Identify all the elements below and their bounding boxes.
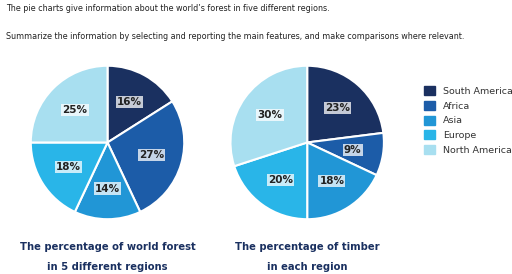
Wedge shape	[75, 142, 140, 219]
Wedge shape	[230, 66, 307, 166]
Wedge shape	[108, 66, 173, 142]
Text: in 5 different regions: in 5 different regions	[47, 262, 168, 272]
Wedge shape	[307, 142, 377, 219]
Wedge shape	[307, 133, 384, 175]
Text: 16%: 16%	[117, 97, 142, 107]
Text: The pie charts give information about the world’s forest in five different regio: The pie charts give information about th…	[6, 4, 330, 13]
Text: 23%: 23%	[325, 103, 350, 113]
Wedge shape	[108, 101, 184, 212]
Text: 27%: 27%	[139, 150, 164, 160]
Legend: South America, Africa, Asia, Europe, North America: South America, Africa, Asia, Europe, Nor…	[422, 84, 512, 157]
Text: 25%: 25%	[62, 105, 88, 115]
Text: Summarize the information by selecting and reporting the main features, and make: Summarize the information by selecting a…	[6, 32, 464, 41]
Wedge shape	[31, 142, 108, 212]
Wedge shape	[31, 66, 108, 142]
Text: in each region: in each region	[267, 262, 348, 272]
Text: 20%: 20%	[268, 175, 293, 185]
Text: 14%: 14%	[95, 184, 120, 193]
Text: 18%: 18%	[319, 176, 345, 186]
Wedge shape	[234, 142, 307, 219]
Text: 30%: 30%	[258, 110, 283, 121]
Text: 9%: 9%	[344, 145, 361, 155]
Text: The percentage of world forest: The percentage of world forest	[19, 242, 196, 252]
Text: 18%: 18%	[56, 162, 81, 172]
Text: The percentage of timber: The percentage of timber	[235, 242, 379, 252]
Wedge shape	[307, 66, 383, 142]
